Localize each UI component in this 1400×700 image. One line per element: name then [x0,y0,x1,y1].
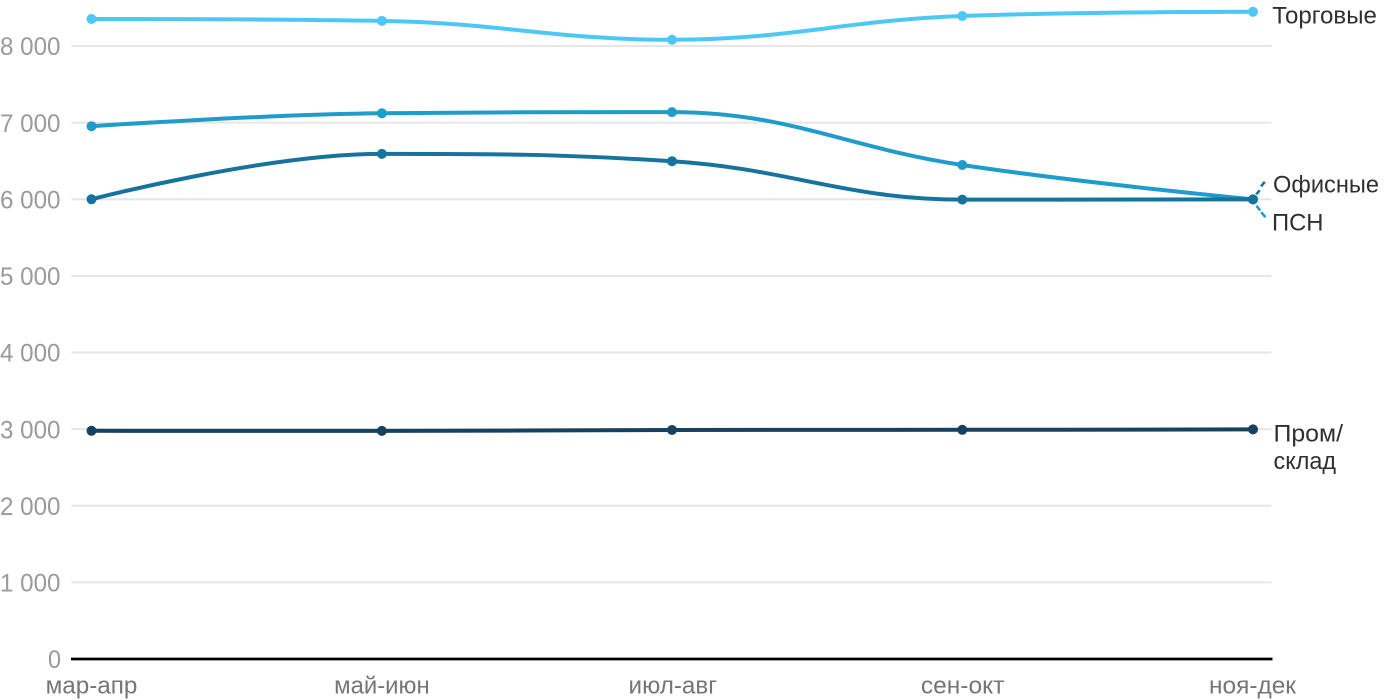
svg-text:5 000: 5 000 [0,263,61,291]
svg-text:склад: склад [1274,448,1337,475]
svg-text:сен-окт: сен-окт [921,673,1005,700]
svg-text:4 000: 4 000 [0,340,61,368]
svg-text:ноя-дек: ноя-дек [1209,673,1296,700]
svg-text:Торговые: Торговые [1272,3,1377,30]
svg-text:ПСН: ПСН [1272,210,1324,237]
svg-text:мар-апр: мар-апр [46,673,138,700]
svg-text:Офисные: Офисные [1273,172,1379,199]
svg-text:2 000: 2 000 [0,493,61,521]
svg-text:май-июн: май-июн [334,673,430,700]
svg-text:7 000: 7 000 [0,110,61,138]
svg-text:0: 0 [48,646,61,674]
svg-text:3 000: 3 000 [0,416,61,444]
svg-text:1 000: 1 000 [0,570,61,598]
svg-text:8 000: 8 000 [0,33,61,61]
svg-text:Пром/: Пром/ [1274,421,1344,448]
svg-text:6 000: 6 000 [0,187,61,215]
svg-text:июл-авг: июл-авг [629,673,718,700]
